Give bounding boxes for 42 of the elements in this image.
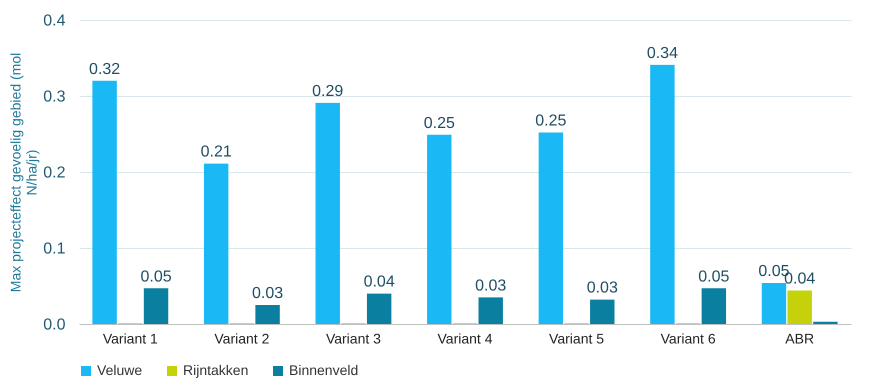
bar xyxy=(478,297,503,324)
legend-label: Veluwe xyxy=(97,362,142,378)
y-tick-label: 0.0 xyxy=(43,316,66,334)
y-tick-label: 0.3 xyxy=(43,88,66,106)
bar xyxy=(92,80,117,324)
bar xyxy=(316,102,340,324)
data-label: 0.34 xyxy=(646,44,678,62)
data-label: 0.21 xyxy=(200,144,232,161)
bar xyxy=(787,290,812,324)
legend-label: Rijntakken xyxy=(183,362,248,378)
x-tick-label: Variant 6 xyxy=(660,330,716,346)
x-tick-label: Variant 3 xyxy=(326,330,382,346)
bar xyxy=(204,164,228,324)
bar xyxy=(762,282,786,324)
y-tick-label: 0.4 xyxy=(43,12,66,30)
data-label: 0.04 xyxy=(364,274,395,291)
x-tick-label: ABR xyxy=(785,330,814,346)
bar xyxy=(144,288,168,324)
bar xyxy=(590,300,614,324)
data-label: 0.03 xyxy=(252,285,284,302)
y-axis-title: Max projecteffect gevoelig gebied (mol N/ha/jr) xyxy=(7,52,40,292)
legend-label: Binnenveld xyxy=(289,362,358,378)
data-label: 0.25 xyxy=(535,112,567,130)
bar xyxy=(366,294,392,324)
y-tick-label: 0.1 xyxy=(43,240,66,258)
data-label: 0.29 xyxy=(312,82,344,100)
bar xyxy=(255,305,280,324)
data-label: 0.32 xyxy=(89,60,120,78)
data-label: 0.03 xyxy=(475,277,506,294)
data-label: 0.05 xyxy=(698,268,730,286)
bar xyxy=(650,64,675,324)
x-tick-label: Variant 5 xyxy=(549,330,604,346)
x-tick-label: Variant 2 xyxy=(214,330,270,346)
x-tick-label: Variant 1 xyxy=(102,330,158,346)
bar xyxy=(427,134,452,324)
x-tick-label: Variant 4 xyxy=(438,330,493,346)
data-label: 0.05 xyxy=(140,268,172,286)
y-tick-label: 0.2 xyxy=(43,164,66,182)
data-label: 0.25 xyxy=(424,114,455,132)
bar xyxy=(702,288,726,324)
bar xyxy=(538,132,564,324)
data-label: 0.03 xyxy=(586,280,618,297)
